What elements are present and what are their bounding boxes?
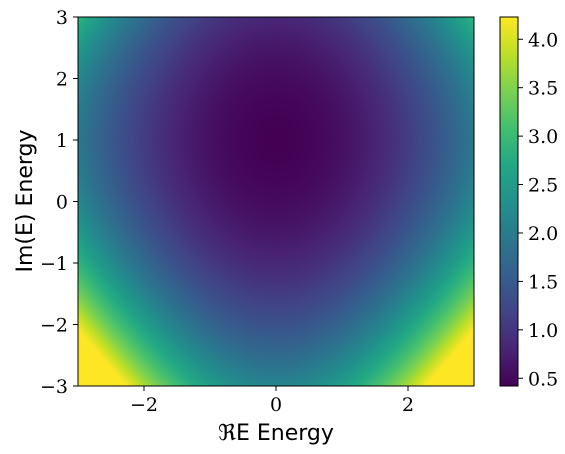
colorbar-ticks: 0.5 1.0 1.5 2.0 2.5 3.0 3.5 4.0 bbox=[518, 29, 558, 390]
colorbar-tick-label: 0.5 bbox=[528, 368, 558, 390]
x-tick-label: −2 bbox=[130, 394, 158, 416]
colorbar-tick-label: 2.5 bbox=[528, 175, 558, 197]
y-tick-label: 3 bbox=[56, 7, 68, 29]
heatmap-image bbox=[78, 17, 474, 386]
colorbar-gradient bbox=[500, 17, 518, 386]
x-axis: −2 0 2 bbox=[130, 386, 414, 416]
x-axis-label: ℜE Energy bbox=[218, 421, 334, 446]
plot-area bbox=[77, 16, 475, 387]
y-axis-label: Im(E) Energy bbox=[13, 130, 38, 273]
colorbar-tick-label: 1.5 bbox=[528, 271, 558, 293]
colorbar-tick-label: 4.0 bbox=[528, 29, 558, 51]
colorbar-tick-label: 3.0 bbox=[528, 126, 558, 148]
colorbar-tick-label: 1.0 bbox=[528, 320, 558, 342]
y-tick-label: −1 bbox=[40, 253, 68, 275]
y-axis: −3 −2 −1 0 1 2 3 bbox=[40, 7, 78, 398]
colorbar-tick-label: 2.0 bbox=[528, 223, 558, 245]
colorbar-frame bbox=[499, 16, 519, 387]
y-tick-label: −2 bbox=[40, 315, 68, 337]
colorbar: 0.5 1.0 1.5 2.0 2.5 3.0 3.5 4.0 bbox=[499, 16, 558, 390]
y-tick-label: −3 bbox=[40, 376, 68, 398]
y-tick-label: 1 bbox=[56, 130, 68, 152]
y-tick-label: 0 bbox=[56, 192, 68, 214]
x-tick-label: 0 bbox=[270, 394, 282, 416]
x-tick-label: 2 bbox=[402, 394, 414, 416]
colorbar-tick-label: 3.5 bbox=[528, 78, 558, 100]
y-tick-label: 2 bbox=[56, 69, 68, 91]
